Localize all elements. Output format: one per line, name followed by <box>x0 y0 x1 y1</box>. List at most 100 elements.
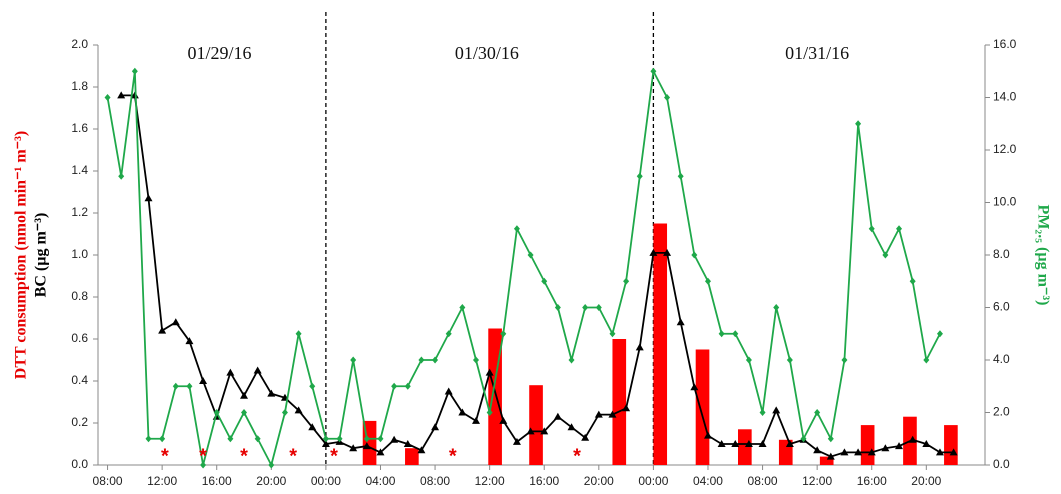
point <box>281 409 288 416</box>
point <box>308 423 317 431</box>
point <box>363 435 370 443</box>
x-tick-label: 16:00 <box>857 474 887 488</box>
point <box>744 440 753 447</box>
point <box>540 427 549 435</box>
bar <box>695 349 710 465</box>
point <box>185 337 194 345</box>
y-tick-label: 1.0 <box>71 247 88 261</box>
y-tick-label: 1.2 <box>71 205 88 219</box>
point <box>171 318 180 326</box>
day-label: 01/31/16 <box>785 43 849 63</box>
point <box>254 435 261 443</box>
point <box>676 318 685 326</box>
point <box>227 435 234 443</box>
point <box>459 304 466 311</box>
asterisk: * <box>330 445 338 467</box>
point <box>567 423 576 431</box>
point <box>949 448 958 456</box>
point <box>200 461 207 469</box>
y-tick-label: 0.6 <box>71 331 88 345</box>
bar <box>944 425 958 465</box>
bar <box>612 339 627 465</box>
point <box>391 382 398 390</box>
x-tick-label: 04:00 <box>693 474 723 488</box>
point <box>158 326 167 334</box>
point <box>623 277 630 285</box>
point <box>595 304 602 311</box>
x-tick-label: 12:00 <box>475 474 505 488</box>
point <box>814 409 821 416</box>
bar <box>738 429 752 465</box>
y-tick-label: 0.0 <box>71 457 88 471</box>
point <box>717 440 726 447</box>
point <box>786 356 793 364</box>
point <box>581 433 590 441</box>
point <box>444 387 453 395</box>
point <box>226 368 235 376</box>
y2-tick-label: 6.0 <box>993 300 1010 314</box>
point <box>664 94 671 101</box>
point <box>594 410 603 418</box>
y-tick-label: 1.8 <box>71 79 88 93</box>
point <box>390 435 399 443</box>
y2-tick-label: 4.0 <box>993 352 1010 366</box>
point <box>773 304 780 311</box>
point <box>826 452 835 460</box>
point <box>186 382 193 390</box>
bar <box>819 456 834 465</box>
point <box>622 404 631 412</box>
point <box>499 416 508 424</box>
asterisk: * <box>199 445 207 467</box>
point <box>663 248 672 256</box>
point <box>404 382 411 390</box>
point <box>867 448 876 456</box>
x-tick-label: 16:00 <box>202 474 232 488</box>
point <box>104 94 111 101</box>
y2-tick-label: 14.0 <box>993 90 1017 104</box>
point <box>827 435 834 443</box>
x-tick-label: 08:00 <box>420 474 450 488</box>
point <box>322 435 329 443</box>
point <box>582 304 589 311</box>
point <box>855 120 862 128</box>
y2-tick-label: 8.0 <box>993 247 1010 261</box>
x-tick-label: 12:00 <box>802 474 832 488</box>
point <box>458 408 467 416</box>
y-tick-label: 1.4 <box>71 163 88 177</box>
point <box>131 67 138 75</box>
point <box>241 409 248 416</box>
point <box>568 356 575 364</box>
asterisk: * <box>573 445 581 467</box>
point <box>172 382 179 390</box>
day-label: 01/29/16 <box>187 43 251 63</box>
point <box>553 412 562 420</box>
point <box>896 225 903 233</box>
point <box>294 406 303 414</box>
point <box>909 277 916 285</box>
x-tick-label: 00:00 <box>311 474 341 488</box>
point <box>841 356 848 364</box>
point <box>703 431 712 439</box>
point <box>118 172 125 180</box>
point <box>759 409 766 416</box>
point <box>527 251 534 259</box>
point <box>362 442 371 450</box>
point <box>785 440 794 447</box>
point <box>609 330 616 338</box>
point <box>772 406 781 414</box>
point <box>512 437 521 445</box>
point <box>213 409 220 416</box>
point <box>677 172 684 180</box>
asterisk: * <box>289 445 297 467</box>
point <box>199 377 208 384</box>
point <box>485 368 494 376</box>
y-axis-title: BC (µg m⁻³) <box>33 213 50 298</box>
point <box>253 366 262 374</box>
point <box>935 448 944 456</box>
y2-tick-label: 16.0 <box>993 37 1017 51</box>
asterisk: * <box>240 445 248 467</box>
point <box>145 435 152 443</box>
y2-tick-label: 2.0 <box>993 405 1010 419</box>
x-tick-label: 20:00 <box>911 474 941 488</box>
